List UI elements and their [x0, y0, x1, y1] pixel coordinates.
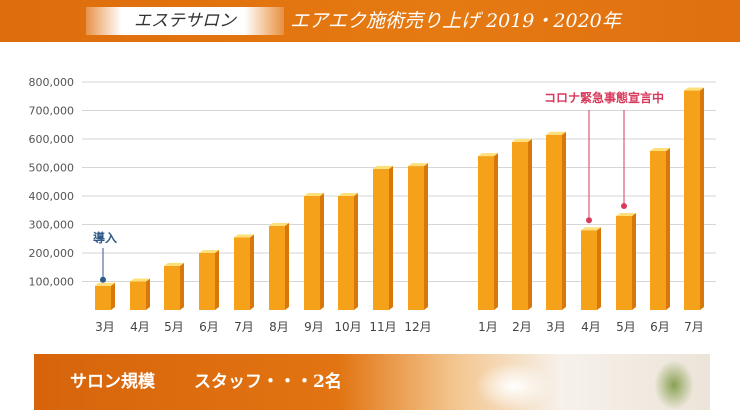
bar: [581, 230, 597, 310]
bar-top: [581, 227, 601, 231]
y-tick-label: 300,000: [29, 219, 75, 232]
x-tick-label: 3月: [546, 320, 566, 334]
bar-top: [234, 234, 254, 238]
header-bar: エステサロン エアエク施術売り上げ 2019・2020年: [0, 0, 740, 42]
y-tick-label: 600,000: [29, 133, 75, 146]
y-tick-label: 500,000: [29, 162, 75, 175]
bar-top: [338, 193, 358, 196]
bar-side: [215, 250, 219, 310]
bar-top: [130, 278, 150, 282]
annotation-corona-label: コロナ緊急事態宣言中: [544, 90, 664, 105]
bar-top: [650, 147, 670, 151]
bar: [164, 265, 180, 310]
bar: [269, 225, 285, 310]
bar-side: [597, 227, 601, 310]
bar: [478, 156, 494, 310]
bar: [408, 166, 424, 310]
bar: [304, 196, 320, 310]
x-tick-label: 6月: [199, 320, 219, 334]
x-tick-label: 5月: [616, 320, 636, 334]
bar-side: [666, 147, 670, 310]
bar-side: [424, 163, 428, 310]
footer-banner: サロン規模 スタッフ・・・2名: [34, 354, 710, 410]
bar-top: [304, 193, 324, 196]
annotation-dot: [586, 217, 592, 224]
y-tick-label: 100,000: [29, 276, 75, 289]
staff-count: スタッフ・・・2名: [194, 372, 342, 392]
bar-side: [354, 193, 358, 310]
bar-top: [95, 282, 115, 286]
y-tick-label: 200,000: [29, 247, 75, 260]
bar-side: [562, 131, 566, 310]
x-tick-label: 2月: [512, 320, 532, 334]
x-tick-label: 8月: [269, 320, 289, 334]
footer-plant-image: [654, 360, 694, 410]
bar-side: [389, 165, 393, 310]
x-tick-label: 3月: [95, 320, 115, 334]
bar-top: [478, 153, 498, 157]
x-tick-label: 1月: [478, 320, 498, 334]
bar-side: [285, 222, 289, 310]
bar-side: [700, 87, 704, 310]
x-tick-label: 12月: [404, 320, 431, 334]
bar-side: [111, 282, 115, 310]
bar-side: [320, 193, 324, 310]
bar-top: [164, 262, 184, 266]
bar-top: [616, 212, 636, 216]
bar-top: [546, 131, 566, 135]
x-tick-label: 7月: [234, 320, 254, 334]
annotation-intro-label: 導入: [93, 230, 117, 245]
annotation-dot: [621, 202, 627, 209]
y-tick-label: 700,000: [29, 105, 75, 118]
bar: [546, 134, 562, 310]
x-tick-label: 6月: [650, 320, 670, 334]
x-tick-label: 7月: [684, 320, 704, 334]
bar-top: [684, 87, 704, 91]
bar-side: [180, 262, 184, 310]
x-tick-label: 10月: [334, 320, 361, 334]
x-tick-label: 4月: [130, 320, 150, 334]
salon-size-label: サロン規模: [70, 372, 155, 392]
bar-side: [494, 153, 498, 310]
bar: [373, 168, 389, 310]
bar: [130, 281, 146, 310]
bar: [338, 196, 354, 310]
sales-bar-chart: 100,000 200,000 300,000 400,000 500,000 600,0…: [29, 76, 716, 334]
bar-side: [146, 278, 150, 310]
x-tick-label: 4月: [581, 320, 601, 334]
bar: [650, 150, 666, 310]
bar-top: [373, 165, 393, 169]
bar-side: [528, 138, 532, 310]
category-badge: エステサロン: [86, 7, 284, 35]
bar-top: [512, 138, 532, 142]
y-tick-label: 400,000: [29, 190, 75, 203]
annotation-dot: [100, 276, 106, 283]
x-tick-label: 9月: [304, 320, 324, 334]
bar: [684, 90, 700, 310]
bar: [234, 237, 250, 310]
bar: [616, 215, 632, 310]
x-tick-label: 5月: [164, 320, 184, 334]
chart-title: エアエク施術売り上げ 2019・2020年: [290, 10, 621, 32]
y-tick-label: 800,000: [29, 76, 75, 89]
bar: [95, 285, 111, 310]
bar: [512, 141, 528, 310]
bar: [199, 253, 215, 310]
footer-photo-highlight: [474, 362, 554, 410]
bar-side: [632, 212, 636, 310]
x-tick-label: 11月: [369, 320, 396, 334]
bar-top: [199, 250, 219, 253]
bar-top: [269, 222, 289, 226]
bar-side: [250, 234, 254, 310]
bar-top: [408, 163, 428, 167]
